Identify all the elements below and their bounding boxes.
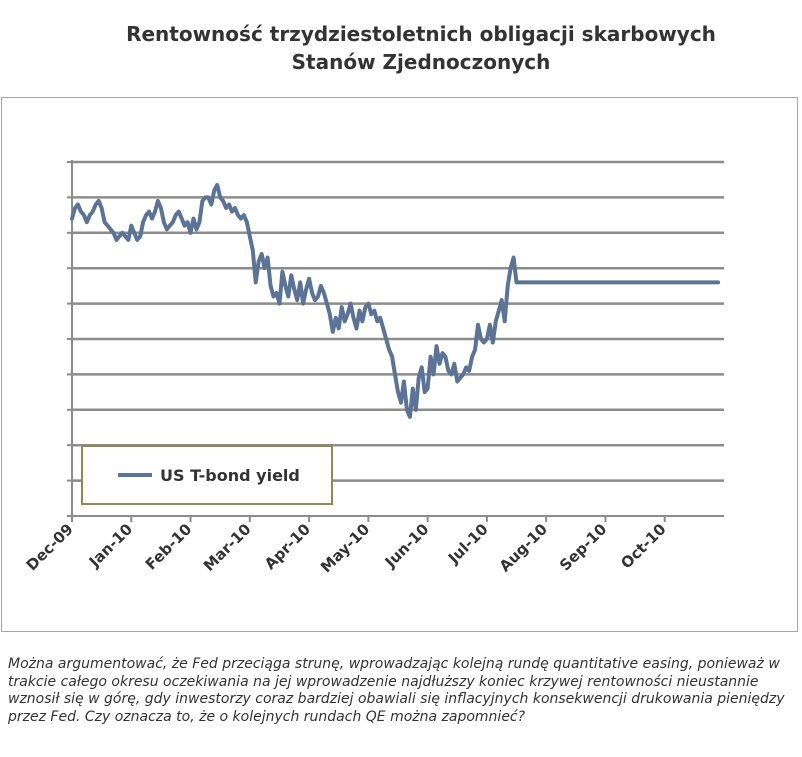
chart-title-line-2: Stanów Zjednoczonych — [291, 50, 551, 74]
x-tick-label: Dec-09 — [23, 520, 77, 574]
x-tick-label: Sep-10 — [556, 520, 610, 574]
x-tick-label: Jan-10 — [85, 520, 136, 571]
line-chart: Dec-09 Jan-10 Feb-10 Mar-10 Apr-10 May-10 Jun-… — [23, 160, 724, 576]
chart-frame: Dec-09 Jan-10 Feb-10 Mar-10 Apr-10 May-10 Jun-… — [1, 97, 798, 632]
x-tick-label: Aug-10 — [496, 520, 551, 575]
x-tick-label: Mar-10 — [200, 520, 255, 575]
chart-title-line-1: Rentowność trzydziestoletnich obligacji … — [126, 22, 716, 46]
series-line-us-t-bond-yield — [70, 183, 721, 419]
chart-title: Rentowność trzydziestoletnich obligacji … — [0, 20, 802, 76]
caption-text: Można argumentować, że Fed przeciąga str… — [8, 656, 785, 725]
x-tick-label: Jul-10 — [444, 520, 492, 568]
x-tick-label: Jun-10 — [381, 520, 433, 572]
x-tick-label: Feb-10 — [142, 520, 195, 573]
x-tick-label: Oct-10 — [617, 520, 669, 572]
legend-label: US T-bond yield — [160, 466, 300, 485]
x-tick-label: Apr-10 — [261, 520, 314, 573]
x-tick-label: May-10 — [317, 520, 373, 576]
